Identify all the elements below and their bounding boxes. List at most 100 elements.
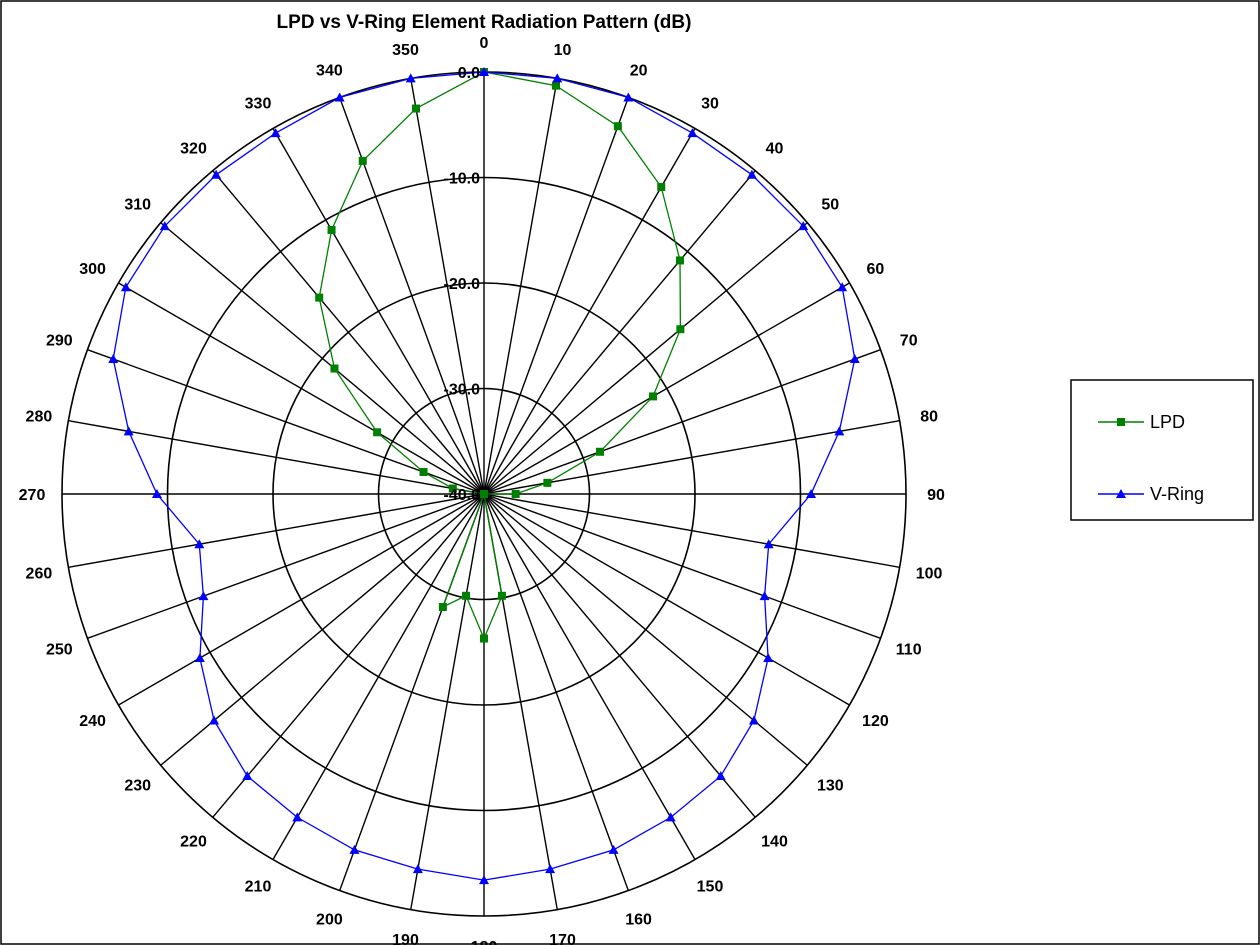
angle-tick-label: 210 [245, 878, 272, 895]
grid-spoke [483, 493, 850, 706]
angle-tick-label: 90 [927, 487, 945, 504]
data-point [687, 128, 698, 138]
data-point [798, 221, 809, 231]
grid-spoke [410, 78, 485, 495]
legend: LPD V-Ring [1070, 379, 1254, 521]
angle-tick-label: 20 [630, 62, 648, 79]
data-point [595, 447, 604, 456]
data-point [270, 128, 281, 138]
data-point [405, 73, 416, 83]
grid-spoke [212, 170, 485, 495]
angle-tick-label: 160 [625, 912, 652, 929]
angle-tick-label: 290 [46, 332, 73, 349]
data-point [108, 354, 119, 364]
legend-items: LPD V-Ring [1098, 412, 1204, 504]
data-point [543, 478, 552, 487]
data-point [763, 653, 774, 663]
grid-spoke [410, 493, 485, 910]
grid-spoke [483, 493, 881, 639]
data-point [849, 354, 860, 364]
grid-spoke [483, 170, 756, 495]
grid-spoke [483, 493, 696, 860]
radial-tick-label: -10.0 [444, 171, 481, 188]
angle-tick-label: 150 [697, 878, 724, 895]
angle-tick-label: 280 [26, 409, 53, 426]
data-point [198, 591, 209, 601]
grid-spoke [483, 222, 808, 495]
data-point [330, 364, 339, 373]
data-point [358, 156, 367, 165]
data-point [327, 225, 336, 234]
radial-tick-label: 0.0 [458, 65, 480, 82]
data-point [748, 715, 759, 725]
angle-tick-label: 250 [46, 642, 73, 659]
angle-labels: 0 10 20 30 40 50 60 70 80 90 100 110 120 130 140 150 160… [19, 35, 945, 945]
data-point [334, 92, 345, 102]
angle-tick-label: 100 [916, 566, 943, 583]
angle-tick-label: 40 [766, 141, 784, 158]
data-point [715, 771, 726, 781]
legend-entry: LPD [1098, 412, 1185, 432]
angle-tick-label: 0 [480, 35, 489, 52]
angle-tick-label: 70 [900, 332, 918, 349]
grid-spoke [87, 493, 485, 639]
data-point [665, 812, 676, 822]
data-point [209, 715, 220, 725]
angle-tick-label: 270 [19, 487, 46, 504]
data-point [837, 282, 848, 292]
legend-entry: V-Ring [1098, 484, 1204, 504]
grid-spoke [483, 78, 558, 495]
data-point [746, 169, 757, 179]
grid-spoke [87, 349, 485, 495]
legend-marker [1117, 418, 1125, 426]
data-point [675, 256, 684, 265]
grid-spoke [68, 420, 485, 495]
grid-spoke [118, 282, 485, 495]
radial-labels: 0.0 -10.0 -20.0 -30.0 -40.0 [444, 65, 481, 504]
data-point [151, 489, 162, 498]
radial-tick-label: -20.0 [444, 276, 481, 293]
data-point [438, 603, 447, 612]
data-point [545, 864, 556, 874]
data-point [608, 844, 619, 854]
angle-tick-label: 50 [821, 197, 839, 214]
angle-tick-label: 130 [817, 778, 844, 795]
data-point [676, 325, 685, 334]
legend-label: LPD [1150, 412, 1185, 432]
data-point [657, 183, 666, 192]
data-point [479, 67, 489, 76]
data-point [349, 844, 360, 854]
grid-spoke [483, 420, 900, 495]
data-point [462, 591, 471, 600]
data-point [120, 282, 131, 292]
legend-marker [1116, 489, 1126, 498]
angle-tick-label: 190 [392, 932, 419, 945]
legend-label: V-Ring [1150, 484, 1204, 504]
angle-tick-label: 120 [862, 713, 889, 730]
grid-spoke [483, 493, 629, 891]
data-point [194, 653, 205, 663]
data-point [551, 81, 560, 90]
data-point [480, 490, 488, 498]
grid-spoke [118, 493, 485, 706]
series-line [318, 71, 682, 641]
angle-tick-label: 10 [554, 42, 572, 59]
data-point [763, 539, 774, 549]
data-point [419, 467, 428, 476]
grid-spoke [272, 493, 485, 860]
series-lpd [315, 68, 685, 643]
angle-tick-label: 220 [180, 833, 207, 850]
angle-tick-label: 110 [896, 642, 922, 659]
angle-tick-label: 340 [316, 62, 343, 79]
data-point [373, 428, 382, 437]
angle-tick-label: 300 [79, 261, 106, 278]
angle-tick-label: 180 [471, 939, 498, 945]
grid-spoke [483, 349, 881, 495]
angle-tick-label: 30 [701, 96, 719, 113]
grid-spoke [68, 493, 485, 568]
angle-tick-label: 230 [124, 778, 151, 795]
data-point [497, 591, 506, 600]
angle-tick-label: 350 [392, 42, 419, 59]
